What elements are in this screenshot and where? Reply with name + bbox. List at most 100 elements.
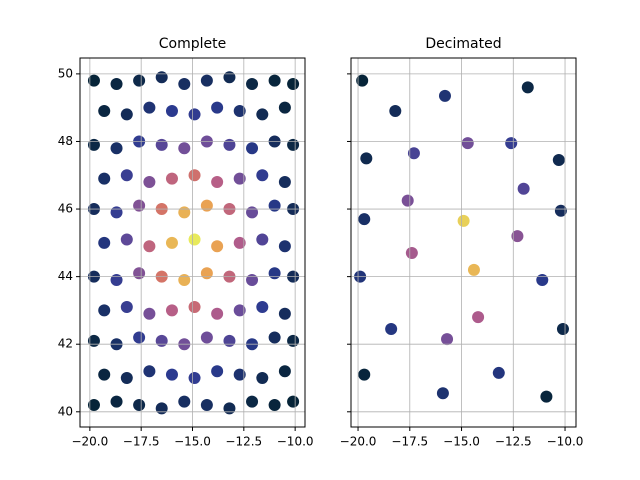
point: [407, 147, 420, 160]
x-tick-label: −15.0: [174, 435, 211, 449]
point: [256, 301, 269, 314]
point: [358, 213, 371, 226]
point: [188, 301, 201, 314]
point: [233, 236, 246, 249]
point: [256, 372, 269, 385]
point: [120, 372, 133, 385]
point: [200, 267, 213, 280]
point: [278, 365, 291, 378]
point: [155, 402, 168, 415]
point: [178, 274, 191, 287]
point: [268, 199, 281, 212]
point: [438, 89, 451, 102]
point: [256, 108, 269, 121]
point: [287, 138, 300, 151]
point: [401, 194, 414, 207]
point: [200, 331, 213, 344]
point: [178, 395, 191, 408]
plot-area: [87, 71, 300, 415]
point: [110, 206, 123, 219]
point: [278, 101, 291, 114]
point: [385, 323, 398, 336]
point: [143, 365, 156, 378]
point: [178, 78, 191, 91]
point: [246, 395, 259, 408]
point: [287, 78, 300, 91]
point: [268, 331, 281, 344]
point: [233, 368, 246, 381]
point: [223, 71, 236, 84]
point: [389, 105, 402, 118]
point: [268, 74, 281, 87]
point: [133, 267, 146, 280]
point: [256, 233, 269, 246]
point: [165, 368, 178, 381]
point: [110, 395, 123, 408]
point: [143, 176, 156, 189]
point: [165, 236, 178, 249]
point: [521, 81, 534, 94]
point: [178, 206, 191, 219]
point: [223, 138, 236, 151]
point: [211, 101, 224, 114]
point: [211, 365, 224, 378]
point: [188, 233, 201, 246]
point: [98, 304, 111, 317]
point: [511, 230, 524, 243]
point: [405, 246, 418, 259]
point: [278, 176, 291, 189]
point: [211, 307, 224, 320]
point: [467, 263, 480, 276]
x-tick-label: −17.5: [391, 435, 428, 449]
point: [188, 169, 201, 182]
chart-title: Complete: [159, 36, 226, 52]
point: [120, 169, 133, 182]
x-tick-label: −20.0: [71, 435, 108, 449]
y-tick-label: 50: [58, 66, 73, 80]
y-tick-label: 40: [58, 404, 73, 418]
point: [223, 402, 236, 415]
point: [505, 137, 518, 150]
point: [256, 169, 269, 182]
point: [246, 206, 259, 219]
point: [133, 331, 146, 344]
point: [246, 142, 259, 155]
point: [98, 236, 111, 249]
point: [246, 274, 259, 287]
x-tick-label: −10.0: [277, 435, 314, 449]
point: [552, 154, 565, 167]
point: [188, 108, 201, 121]
point: [98, 368, 111, 381]
point: [110, 142, 123, 155]
x-tick-label: −15.0: [443, 435, 480, 449]
point: [133, 399, 146, 412]
point: [461, 137, 474, 150]
point: [143, 101, 156, 114]
point: [233, 304, 246, 317]
point: [492, 366, 505, 379]
point: [278, 240, 291, 253]
point: [98, 172, 111, 185]
point: [155, 71, 168, 84]
point: [165, 105, 178, 118]
point: [517, 182, 530, 195]
point: [554, 204, 567, 217]
point: [472, 311, 485, 324]
point: [246, 78, 259, 91]
point: [188, 372, 201, 385]
point: [120, 233, 133, 246]
point: [120, 301, 133, 314]
x-tick-label: −10.0: [547, 435, 584, 449]
axes-frame: [79, 57, 306, 428]
point: [211, 176, 224, 189]
point: [540, 390, 553, 403]
point: [143, 307, 156, 320]
point: [268, 267, 281, 280]
y-tick-label: 42: [58, 337, 73, 351]
point: [287, 334, 300, 347]
point: [200, 399, 213, 412]
point: [556, 323, 569, 336]
point: [120, 108, 133, 121]
point: [356, 74, 369, 87]
